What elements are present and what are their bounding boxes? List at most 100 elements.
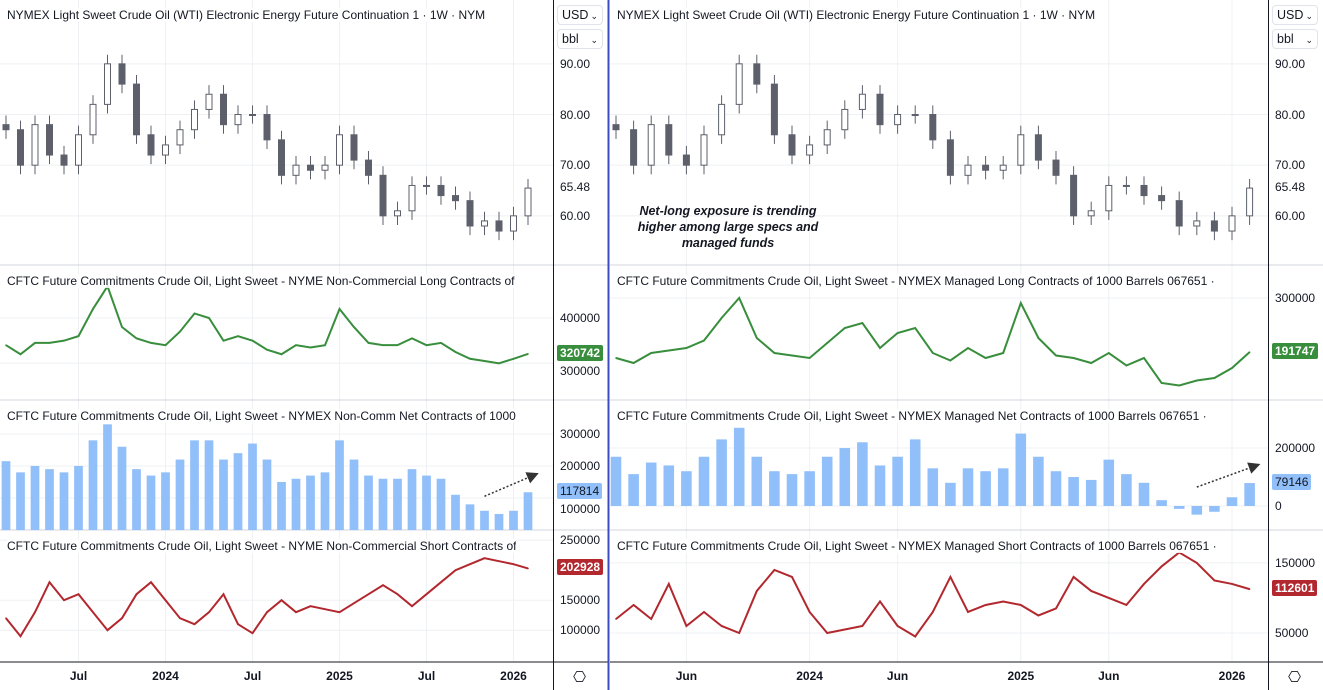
- panel-0-0: [0, 54, 608, 266]
- data-point: [844, 628, 846, 631]
- candle: [60, 154, 68, 166]
- currency-select[interactable]: USD ⌄: [557, 5, 603, 25]
- data-point: [324, 344, 326, 346]
- settings-gear-icon[interactable]: ⎔: [573, 669, 587, 686]
- y-tick-label: 60.00: [1275, 208, 1306, 223]
- data-point: [48, 342, 51, 344]
- data-point: [295, 344, 297, 346]
- panel-title: NYMEX Light Sweet Crude Oil (WTI) Electr…: [7, 8, 486, 22]
- data-point: [353, 326, 355, 328]
- data-point: [773, 569, 776, 571]
- data-point: [512, 563, 515, 565]
- data-point: [179, 330, 181, 333]
- candle: [1193, 220, 1201, 227]
- candle: [1034, 134, 1042, 161]
- data-point: [826, 342, 828, 344]
- bar: [190, 440, 199, 530]
- data-point: [756, 337, 758, 339]
- bar: [262, 459, 272, 530]
- candle: [336, 134, 343, 166]
- candle: [249, 114, 256, 117]
- bar: [645, 462, 657, 506]
- candle: [647, 124, 655, 166]
- bar: [219, 459, 228, 530]
- chevron-down-icon: ⌄: [1305, 11, 1313, 21]
- bar: [132, 469, 141, 530]
- data-point: [632, 362, 635, 364]
- candle: [423, 184, 430, 187]
- candle: [75, 134, 82, 166]
- candle: [162, 144, 169, 156]
- settings-gear-icon[interactable]: ⎔: [1288, 669, 1302, 686]
- data-point: [483, 360, 486, 362]
- bar: [1121, 474, 1132, 506]
- data-point: [1020, 302, 1022, 304]
- bar: [523, 492, 533, 530]
- candle: [630, 129, 638, 166]
- candle: [858, 93, 866, 110]
- candle: [2, 124, 10, 131]
- data-point: [353, 602, 355, 604]
- data-point: [425, 344, 428, 346]
- trend-arrow: [484, 472, 539, 497]
- data-point: [425, 593, 428, 595]
- bar: [16, 472, 25, 530]
- y-tick-label: 100000: [560, 502, 601, 517]
- candle: [1210, 220, 1218, 232]
- data-point: [685, 347, 688, 349]
- candle: [735, 63, 743, 105]
- candle: [205, 93, 213, 110]
- bar: [1226, 497, 1238, 506]
- bar: [1244, 483, 1255, 506]
- panel-title: NYMEX Light Sweet Crude Oil (WTI) Electr…: [617, 8, 1096, 22]
- data-point: [512, 357, 515, 360]
- bar: [663, 465, 675, 506]
- data-point: [879, 600, 881, 603]
- x-tick-label: 2025: [326, 669, 353, 683]
- last-value-label: 65.48: [1272, 179, 1309, 196]
- candle: [133, 83, 140, 136]
- candle: [89, 103, 97, 136]
- bar: [407, 469, 417, 530]
- bar: [839, 448, 851, 506]
- data-point: [984, 604, 987, 606]
- data-point: [34, 342, 36, 344]
- panel-0-2: [0, 424, 608, 531]
- data-point: [1125, 604, 1128, 606]
- bar: [698, 456, 710, 506]
- data-point: [222, 339, 225, 342]
- last-value-label: 65.48: [557, 179, 594, 196]
- data-point: [1002, 352, 1004, 354]
- unit-select[interactable]: bbl ⌄: [1272, 29, 1318, 49]
- unit-select[interactable]: bbl ⌄: [557, 29, 603, 49]
- data-point: [650, 352, 652, 354]
- candle: [788, 134, 796, 156]
- candle: [17, 129, 24, 166]
- y-tick-label: 60.00: [560, 208, 591, 223]
- panel-1-1: [610, 296, 1323, 401]
- chevron-down-icon: ⌄: [590, 11, 598, 21]
- bar: [1156, 500, 1167, 506]
- currency-select[interactable]: USD ⌄: [1272, 5, 1318, 25]
- last-value-label: 117814: [557, 483, 603, 500]
- data-point: [861, 322, 864, 324]
- data-point: [411, 605, 413, 607]
- data-point: [1213, 377, 1216, 379]
- x-tick-label: 2026: [500, 669, 527, 683]
- last-value-label: 202928: [557, 559, 604, 576]
- candle: [806, 144, 814, 156]
- data-point: [773, 352, 776, 354]
- data-point: [164, 344, 167, 346]
- bar: [1103, 459, 1115, 506]
- y-tick-label: 200000: [1275, 441, 1316, 456]
- data-point: [791, 576, 793, 578]
- data-point: [1020, 604, 1022, 606]
- y-tick-label: 90.00: [1275, 56, 1306, 71]
- x-tick-label: Jul: [417, 669, 436, 683]
- panel-title: CFTC Future Commitments Crude Oil, Light…: [617, 539, 1217, 553]
- data-point: [266, 348, 268, 351]
- data-point: [527, 567, 529, 570]
- data-point: [1090, 590, 1092, 592]
- data-point: [914, 327, 916, 329]
